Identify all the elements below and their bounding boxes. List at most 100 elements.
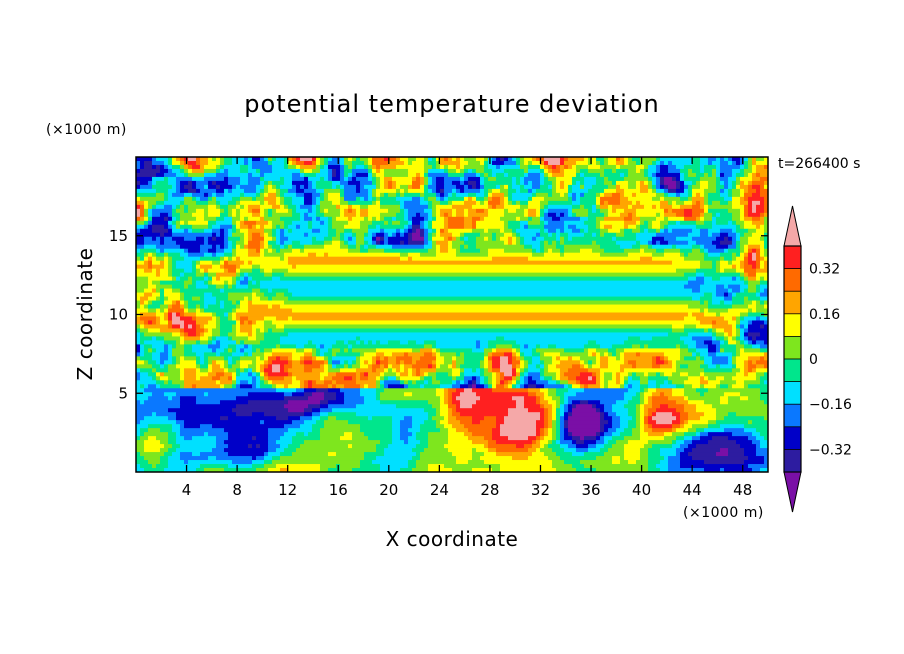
heatmap-cell-run [736, 340, 741, 345]
heatmap-cell-run [640, 376, 649, 381]
heatmap-cell-run [136, 392, 153, 397]
heatmap-cell-run [204, 432, 209, 437]
heatmap-cell-run [160, 168, 169, 174]
heatmap-cell-run [752, 220, 765, 226]
heatmap-cell-run [136, 388, 145, 393]
heatmap-cell-run [276, 448, 285, 453]
heatmap-cell-run [528, 376, 533, 381]
heatmap-cell-run [184, 312, 197, 317]
heatmap-cell-run [408, 460, 417, 465]
heatmap-cell-run [624, 392, 637, 397]
heatmap-cell-run [188, 300, 205, 305]
heatmap-cell-run [608, 384, 621, 389]
heatmap-cell-run [168, 268, 173, 274]
heatmap-cell-run [492, 192, 505, 198]
heatmap-cell-run [424, 216, 429, 222]
heatmap-cell-run [568, 412, 573, 417]
x-tick-label: 12 [278, 481, 297, 499]
heatmap-cell-run [740, 196, 745, 202]
heatmap-cell-run [284, 396, 309, 401]
heatmap-cell-run [484, 372, 493, 377]
heatmap-cell-run [372, 168, 377, 174]
heatmap-cell-run [660, 392, 665, 397]
heatmap-cell-run [320, 176, 325, 182]
heatmap-cell-run [652, 224, 661, 230]
heatmap-cell-run [216, 184, 221, 190]
heatmap-cell-run [240, 320, 245, 325]
heatmap-cell-run [172, 268, 185, 274]
heatmap-cell-run [744, 336, 749, 341]
heatmap-cell-run [464, 172, 477, 178]
heatmap-cell-run [536, 188, 553, 194]
heatmap-cell-run [512, 192, 533, 198]
heatmap-cell-run [196, 340, 201, 345]
heatmap-cell-run [180, 452, 193, 457]
heatmap-cell-run [544, 412, 549, 417]
heatmap-cell-run [364, 400, 381, 405]
heatmap-cell-run [700, 228, 709, 234]
heatmap-cell-run [420, 176, 425, 182]
heatmap-cell-run [672, 432, 685, 437]
heatmap-cell-run [640, 448, 649, 453]
heatmap-cell-run [744, 188, 749, 194]
heatmap-cell-run [336, 184, 341, 190]
heatmap-cell-run [364, 236, 373, 242]
heatmap-cell-run [332, 240, 341, 246]
heatmap-cell-run [748, 328, 768, 333]
heatmap-cell-run [332, 172, 337, 178]
heatmap-cell-run [440, 188, 445, 194]
heatmap-cell-run [632, 428, 641, 433]
heatmap-cell-run [640, 456, 649, 461]
heatmap-cell-run [216, 320, 221, 325]
heatmap-cell-run [420, 212, 429, 218]
heatmap-cell-run [436, 184, 445, 190]
heatmap-cell-run [716, 416, 725, 421]
heatmap-cell-run [764, 248, 768, 254]
heatmap-cell-run [540, 356, 553, 361]
heatmap-cell-run [432, 352, 437, 357]
heatmap-cell-run [464, 360, 481, 365]
heatmap-cell-run [220, 332, 229, 337]
heatmap-cell-run [292, 436, 321, 441]
heatmap-cell-run [256, 380, 261, 385]
heatmap-cell-run [404, 232, 409, 238]
heatmap-cell-run [316, 204, 321, 210]
heatmap-cell-run [484, 460, 553, 465]
heatmap-cell-run [484, 172, 489, 178]
colorbar-extend-bottom [783, 471, 802, 513]
heatmap-cell-run [252, 172, 261, 178]
heatmap-cell-run [376, 444, 389, 449]
heatmap-cell-run [220, 340, 237, 345]
heatmap-cell-run [716, 176, 721, 182]
heatmap-cell-run [232, 328, 237, 333]
heatmap-cell-run [272, 236, 277, 242]
heatmap-cell-run [736, 220, 745, 226]
heatmap-cell-run [576, 380, 581, 385]
heatmap-cell-run [644, 416, 649, 421]
heatmap-cell-run [588, 208, 593, 214]
heatmap-cell-run [672, 260, 701, 266]
heatmap-cell-run [628, 440, 649, 445]
heatmap-cell-run [200, 296, 205, 301]
heatmap-cell-run [268, 208, 273, 214]
heatmap-cell-run [144, 260, 149, 266]
heatmap-cell-run [160, 356, 169, 361]
heatmap-cell-run [396, 376, 401, 381]
heatmap-cell-run [648, 424, 653, 429]
heatmap-cell-run [424, 228, 429, 234]
heatmap-cell-run [428, 168, 445, 174]
heatmap-cell-run [428, 160, 437, 166]
heatmap-cell-run [384, 172, 409, 178]
heatmap-cell-run [428, 432, 449, 437]
heatmap-cell-run [748, 360, 753, 365]
heatmap-cell-run [580, 168, 589, 174]
heatmap-cell-run [576, 468, 597, 472]
heatmap-cell-run [256, 348, 261, 353]
heatmap-cell-run [208, 268, 225, 274]
heatmap-cell-run [672, 160, 693, 166]
heatmap-cell-run [564, 244, 601, 250]
heatmap-cell-run [764, 232, 768, 238]
heatmap-cell-run [152, 252, 157, 258]
heatmap-cell-run [764, 196, 768, 202]
heatmap-cell-run [144, 244, 157, 250]
